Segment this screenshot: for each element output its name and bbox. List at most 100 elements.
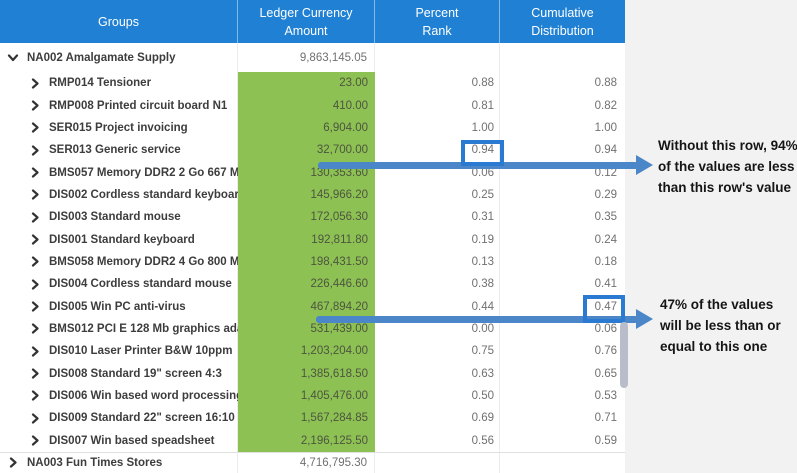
percent-rank-cell-value: 0.19	[471, 233, 494, 246]
table-row[interactable]: NA003 Fun Times Stores 4,716,795.30	[0, 451, 625, 473]
group-label: NA002 Amalgamate Supply	[27, 51, 176, 64]
chevron-right-icon[interactable]	[30, 122, 40, 133]
chevron-right-icon[interactable]	[30, 368, 40, 379]
table-row[interactable]: RMP014 Tensioner 23.00 0.88 0.88	[0, 72, 625, 95]
chevron-right-icon[interactable]	[30, 413, 40, 424]
chevron-down-icon[interactable]	[7, 52, 19, 63]
group-label: DIS008 Standard 19" screen 4:3	[49, 367, 222, 380]
table-row[interactable]: DIS009 Standard 22" screen 16:10 1,567,28…	[0, 407, 625, 430]
table-row[interactable]: RMP008 Printed circuit board N1 410.00 0.8…	[0, 94, 625, 117]
amount-cell: 4,716,795.30	[238, 452, 375, 473]
annotation-percent-rank: Without this row, 94% of the values are …	[658, 135, 797, 198]
cumulative-cell-value: 0.94	[594, 144, 617, 157]
group-label: BMS057 Memory DDR2 2 Go 667 MHz	[49, 166, 254, 179]
table-row[interactable]: BMS057 Memory DDR2 2 Go 667 MHz 130,353.6…	[0, 161, 625, 184]
chevron-right-icon[interactable]	[30, 212, 40, 223]
amount-cell-value: 23.00	[339, 77, 368, 90]
table-row[interactable]: DIS005 Win PC anti-virus 467,894.20 0.44 0.…	[0, 295, 625, 318]
table-row[interactable]: DIS006 Win based word processing 1,405,47…	[0, 384, 625, 408]
chevron-right-icon[interactable]	[30, 390, 40, 402]
table-row[interactable]: BMS012 PCI E 128 Mb graphics adapter 531,…	[0, 317, 625, 341]
group-label: DIS006 Win based word processing	[49, 389, 244, 402]
chevron-right-icon[interactable]	[30, 78, 40, 89]
amount-cell: 226,446.60	[238, 273, 375, 296]
chevron-right-icon[interactable]	[30, 346, 40, 357]
percent-rank-cell-value: 0.44	[471, 300, 494, 313]
vertical-scrollbar-thumb[interactable]	[620, 322, 628, 388]
table-row[interactable]: DIS004 Cordless standard mouse 226,446.60…	[0, 273, 625, 296]
chevron-right-icon[interactable]	[30, 189, 40, 200]
chevron-right-icon[interactable]	[30, 167, 40, 178]
cumulative-cell: 0.94	[500, 139, 625, 161]
cumulative-cell: 0.65	[500, 362, 625, 384]
group-label: SER013 Generic service	[49, 144, 181, 157]
percent-rank-cell: 0.38	[375, 273, 500, 296]
table-row[interactable]: DIS003 Standard mouse 172,056.30 0.31 0.35	[0, 206, 625, 229]
column-header-percent-rank[interactable]: Percent Rank	[375, 0, 500, 43]
amount-cell: 6,904.00	[238, 116, 375, 140]
amount-cell: 145,966.20	[238, 183, 375, 207]
cumulative-cell-value: 0.06	[594, 322, 617, 335]
table-row[interactable]: DIS001 Standard keyboard 192,811.80 0.19 0.…	[0, 228, 625, 251]
cumulative-cell: 0.53	[500, 385, 625, 407]
annotation-line: Without this row, 94%	[658, 138, 797, 153]
group-cell: DIS004 Cordless standard mouse	[0, 273, 238, 296]
chevron-right-icon[interactable]	[30, 100, 40, 111]
group-label: DIS010 Laser Printer B&W 10ppm	[49, 345, 233, 358]
data-grid: Groups Ledger Currency Amount Percent Ra…	[0, 0, 625, 473]
percent-rank-cell: 0.75	[375, 340, 500, 363]
column-header-ledger-currency-amount[interactable]: Ledger Currency Amount	[238, 0, 375, 43]
group-cell: DIS006 Win based word processing	[0, 384, 243, 408]
cumulative-cell-value: 0.71	[594, 412, 617, 425]
group-label: DIS002 Cordless standard keyboard	[49, 188, 246, 201]
group-cell: DIS002 Cordless standard keyboard	[0, 183, 246, 207]
percent-rank-cell	[375, 452, 500, 473]
cumulative-cell-value: 0.24	[594, 233, 617, 246]
percent-rank-cell-value: 0.81	[471, 99, 494, 112]
table-row[interactable]: NA002 Amalgamate Supply 9,863,145.05	[0, 43, 625, 72]
chevron-right-icon[interactable]	[30, 256, 40, 268]
grid-header: Groups Ledger Currency Amount Percent Ra…	[0, 0, 625, 43]
chevron-right-icon[interactable]	[8, 457, 18, 468]
chevron-right-icon[interactable]	[30, 279, 40, 290]
chevron-right-icon[interactable]	[30, 145, 40, 156]
group-cell: DIS007 Win based speadsheet	[0, 429, 238, 452]
table-row[interactable]: SER015 Project invoicing 6,904.00 1.00 1.00	[0, 116, 625, 140]
table-row[interactable]: DIS008 Standard 19" screen 4:3 1,385,618.…	[0, 362, 625, 385]
percent-rank-cell: 0.44	[375, 295, 500, 318]
cumulative-cell: 0.35	[500, 206, 625, 228]
amount-cell: 192,811.80	[238, 228, 375, 251]
cumulative-cell: 0.88	[500, 72, 625, 94]
percent-rank-cell: 0.13	[375, 250, 500, 274]
group-cell: DIS009 Standard 22" screen 16:10	[0, 407, 238, 430]
cumulative-cell-value: 0.41	[594, 278, 617, 291]
group-cell: BMS057 Memory DDR2 2 Go 667 MHz	[0, 161, 254, 184]
amount-cell-value: 467,894.20	[310, 300, 368, 313]
annotation-area	[625, 0, 797, 473]
table-row[interactable]: BMS058 Memory DDR2 4 Go 800 MHz 198,431.5…	[0, 250, 625, 274]
amount-cell-value: 198,431.50	[310, 255, 368, 268]
group-label: DIS009 Standard 22" screen 16:10	[49, 412, 235, 425]
amount-cell: 1,385,618.50	[238, 362, 375, 385]
chevron-right-icon[interactable]	[30, 301, 40, 312]
column-header-label: Cumulative	[531, 5, 594, 20]
chevron-right-icon[interactable]	[30, 435, 40, 446]
group-cell: DIS010 Laser Printer B&W 10ppm	[0, 340, 238, 363]
column-header-cumulative-distribution[interactable]: Cumulative Distribution	[500, 0, 625, 43]
table-row[interactable]: SER013 Generic service 32,700.00 0.94 0.94	[0, 139, 625, 162]
cumulative-cell	[500, 43, 625, 72]
cumulative-cell: 0.76	[500, 340, 625, 362]
column-header-groups[interactable]: Groups	[0, 0, 238, 43]
percent-rank-cell: 0.25	[375, 183, 500, 207]
cumulative-cell	[500, 453, 625, 473]
table-row[interactable]: DIS010 Laser Printer B&W 10ppm 1,203,204.…	[0, 340, 625, 363]
chevron-right-icon[interactable]	[30, 323, 40, 335]
table-row[interactable]: DIS002 Cordless standard keyboard 145,966…	[0, 183, 625, 207]
amount-cell-value: 32,700.00	[316, 144, 368, 157]
group-cell: SER013 Generic service	[0, 139, 238, 162]
chevron-right-icon[interactable]	[30, 234, 40, 245]
amount-cell: 2,196,125.50	[238, 429, 375, 452]
table-row[interactable]: DIS007 Win based speadsheet 2,196,125.50 0…	[0, 429, 625, 452]
percent-rank-cell-value: 0.06	[471, 166, 494, 179]
amount-cell-value: 531,439.00	[310, 322, 368, 335]
